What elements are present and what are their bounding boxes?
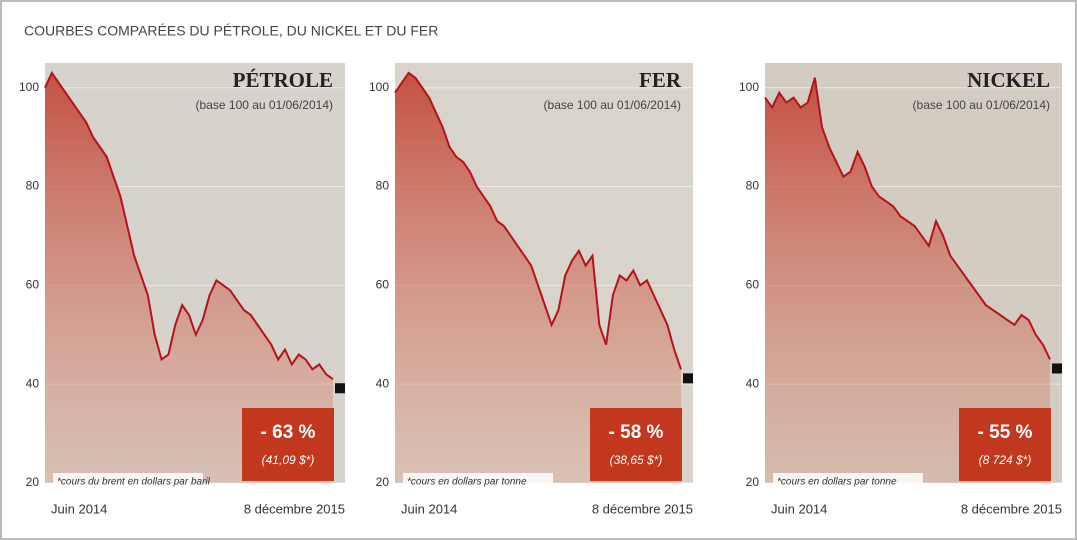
price-label: (38,65 $*)	[610, 453, 663, 467]
panel-title: NICKEL	[967, 68, 1050, 92]
change-label: - 63 %	[261, 422, 316, 443]
y-tick-label: 20	[26, 475, 40, 489]
y-tick-label: 80	[26, 179, 40, 193]
x-tick-label: Juin 2014	[51, 501, 107, 516]
end-marker	[335, 383, 345, 393]
panel-subtitle: (base 100 au 01/06/2014)	[544, 98, 681, 112]
note: *cours en dollars par tonne	[407, 477, 527, 488]
panel-subtitle: (base 100 au 01/06/2014)	[196, 98, 333, 112]
change-box	[242, 408, 334, 481]
y-tick-label: 100	[19, 80, 39, 94]
page-title: COURBES COMPARÉES DU PÉTROLE, DU NICKEL …	[24, 23, 438, 39]
x-tick-label: Juin 2014	[401, 501, 457, 516]
y-tick-label: 100	[739, 80, 759, 94]
x-tick-label: Juin 2014	[771, 501, 827, 516]
y-tick-label: 60	[376, 278, 390, 292]
x-tick-label: 8 décembre 2015	[592, 501, 693, 516]
y-tick-label: 40	[376, 376, 390, 390]
y-tick-label: 60	[26, 278, 40, 292]
change-box	[959, 408, 1051, 481]
end-marker	[683, 373, 693, 383]
panel-title: FER	[639, 68, 682, 92]
chart: COURBES COMPARÉES DU PÉTROLE, DU NICKEL …	[0, 0, 1077, 540]
y-tick-label: 40	[26, 376, 40, 390]
y-tick-label: 20	[376, 475, 390, 489]
note: *cours en dollars par tonne	[777, 477, 897, 488]
y-tick-label: 100	[369, 80, 389, 94]
change-label: - 55 %	[978, 422, 1033, 443]
change-label: - 58 %	[609, 422, 664, 443]
price-label: (8 724 $*)	[979, 453, 1032, 467]
x-tick-label: 8 décembre 2015	[961, 501, 1062, 516]
y-tick-label: 20	[746, 475, 760, 489]
panel-title: PÉTROLE	[233, 68, 333, 92]
y-tick-label: 40	[746, 376, 760, 390]
end-marker	[1052, 363, 1062, 373]
y-tick-label: 80	[746, 179, 760, 193]
page: COURBES COMPARÉES DU PÉTROLE, DU NICKEL …	[0, 0, 1077, 540]
y-tick-label: 80	[376, 179, 390, 193]
y-tick-label: 60	[746, 278, 760, 292]
price-label: (41,09 $*)	[262, 453, 315, 467]
x-tick-label: 8 décembre 2015	[244, 501, 345, 516]
note: *cours du brent en dollars par baril	[57, 477, 211, 488]
change-box	[590, 408, 682, 481]
panel-subtitle: (base 100 au 01/06/2014)	[913, 98, 1050, 112]
